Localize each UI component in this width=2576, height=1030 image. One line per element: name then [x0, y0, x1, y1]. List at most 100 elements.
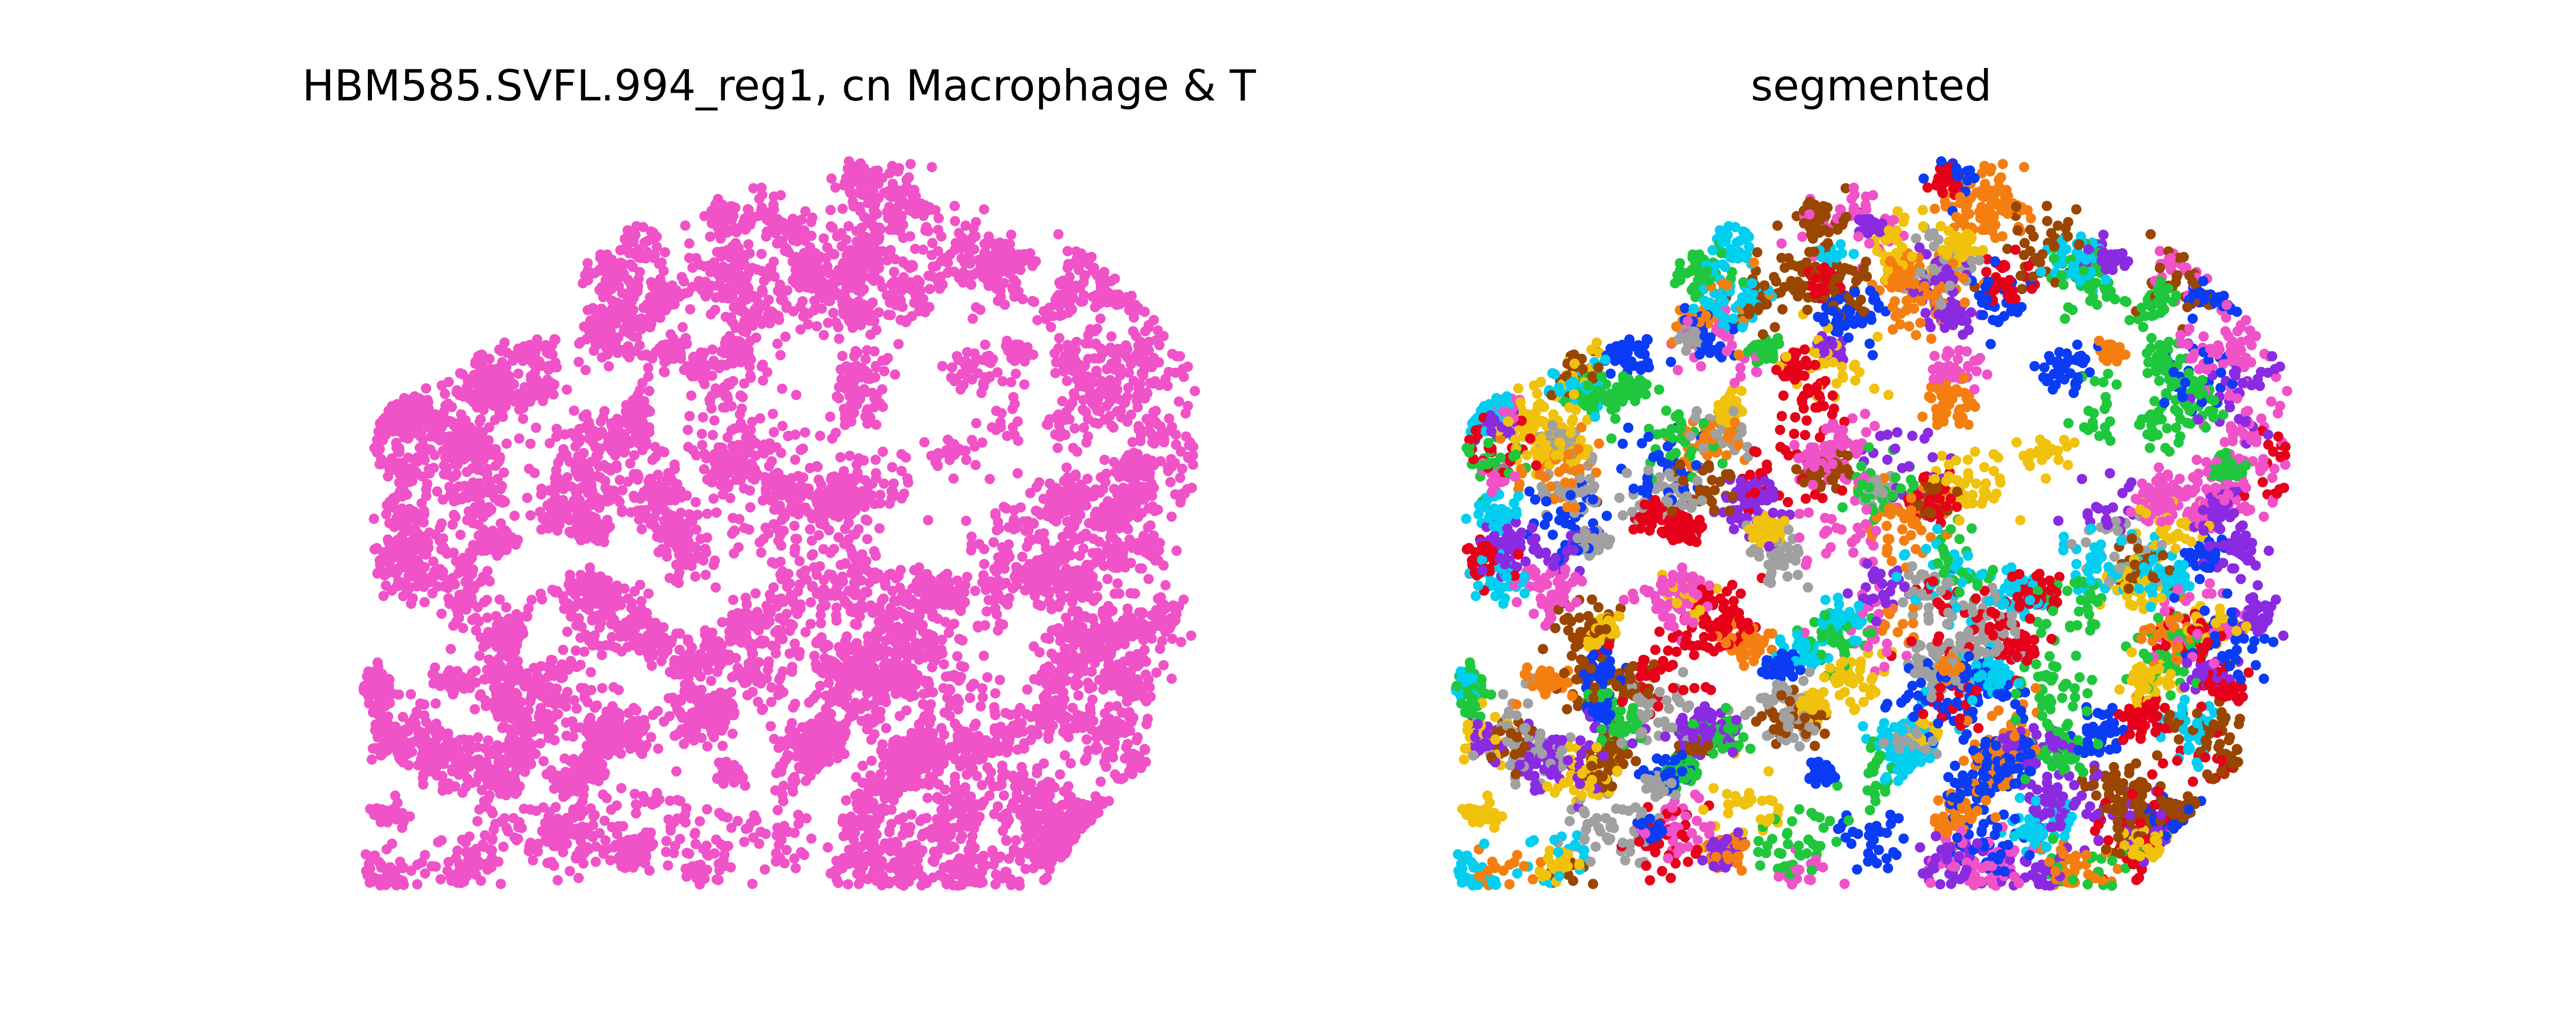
scatter-point — [526, 594, 537, 605]
scatter-point — [840, 524, 851, 535]
scatter-point — [799, 572, 810, 582]
scatter-point — [923, 515, 934, 525]
scatter-point — [569, 405, 580, 416]
scatter-point — [699, 211, 710, 221]
scatter-point — [1176, 637, 1187, 647]
scatter-point — [585, 667, 596, 678]
scatter-point — [418, 779, 429, 790]
scatter-point — [498, 842, 509, 852]
scatter-point — [980, 339, 991, 350]
scatter-point — [412, 879, 422, 889]
scatter-point — [1015, 502, 1026, 513]
scatter-point — [756, 547, 767, 558]
scatter-point — [702, 741, 713, 752]
scatter-point — [833, 878, 844, 888]
scatter-point — [805, 524, 816, 535]
scatter-point — [709, 415, 720, 426]
scatter-point — [926, 162, 937, 173]
scatter-point — [1055, 769, 1065, 780]
scatter-point — [954, 633, 964, 644]
scatter-point — [835, 452, 846, 462]
scatter-point — [806, 833, 817, 844]
scatter-point — [680, 220, 691, 231]
scatter-point — [950, 200, 960, 211]
scatter-point — [772, 338, 783, 349]
scatter-point — [918, 244, 928, 255]
scatter-point — [824, 525, 835, 536]
scatter-point — [831, 602, 842, 613]
scatter-point — [1108, 422, 1119, 433]
scatter-point — [866, 756, 877, 766]
scatter-point — [717, 741, 728, 751]
scatter-point — [828, 307, 839, 318]
scatter-point — [857, 760, 868, 771]
scatter-point — [445, 644, 456, 655]
scatter-point — [694, 816, 705, 827]
scatter-point — [777, 383, 788, 394]
scatter-point — [1134, 563, 1145, 574]
scatter-point — [1150, 405, 1161, 416]
scatter-point — [1031, 768, 1042, 779]
scatter-point — [894, 711, 905, 722]
scatter-point — [513, 368, 524, 379]
scatter-point — [975, 701, 986, 712]
scatter-point — [891, 277, 902, 287]
scatter-point — [412, 860, 423, 870]
scatter-point — [1164, 413, 1175, 424]
scatter-point — [599, 406, 610, 417]
scatter-point — [1058, 727, 1069, 737]
scatter-point — [566, 656, 577, 666]
scatter-point — [1171, 430, 1181, 440]
scatter-point — [1052, 442, 1063, 453]
scatter-point — [1011, 835, 1022, 846]
scatter-point — [558, 644, 568, 655]
scatter-point — [739, 836, 750, 847]
scatter-point — [818, 233, 829, 244]
scatter-point — [990, 688, 1001, 699]
scatter-point — [578, 448, 589, 458]
scatter-point — [1126, 558, 1137, 569]
scatter-point — [644, 386, 655, 397]
scatter-point — [710, 582, 721, 593]
scatter-point — [1045, 322, 1056, 332]
scatter-point — [455, 529, 466, 540]
scatter-point — [775, 350, 786, 360]
scatter-point — [706, 676, 717, 686]
scatter-point — [735, 409, 745, 420]
scatter-point — [630, 788, 640, 799]
scatter-point — [905, 231, 916, 242]
scatter-point — [733, 542, 744, 553]
scatter-point — [1017, 552, 1028, 562]
scatter-point — [1128, 326, 1139, 337]
scatter-point — [781, 845, 792, 855]
scatter-point — [427, 588, 438, 599]
right-panel-title: segmented — [1751, 61, 1992, 111]
scatter-point — [681, 871, 692, 882]
scatter-point — [873, 307, 884, 318]
scatter-point — [1153, 504, 1163, 515]
scatter-point — [1141, 719, 1152, 729]
scatter-point — [700, 570, 711, 580]
scatter-point — [1114, 588, 1125, 599]
scatter-point — [677, 322, 688, 333]
scatter-point — [1157, 602, 1167, 612]
scatter-point — [943, 627, 954, 638]
scatter-point — [600, 835, 611, 846]
scatter-point — [744, 524, 755, 535]
scatter-point — [1143, 574, 1154, 585]
scatter-point — [789, 853, 800, 864]
scatter-point — [844, 451, 855, 461]
scatter-point — [804, 697, 815, 708]
scatter-point — [877, 384, 888, 394]
scatter-point — [1068, 442, 1078, 453]
scatter-point — [536, 483, 547, 494]
scatter-point — [711, 507, 722, 518]
scatter-point — [893, 339, 904, 350]
scatter-point — [790, 534, 801, 544]
scatter-point — [766, 721, 776, 732]
scatter-point — [870, 551, 881, 561]
scatter-point — [1095, 313, 1106, 324]
scatter-point — [766, 682, 777, 693]
scatter-point — [995, 417, 1006, 427]
scatter-point — [597, 649, 607, 660]
